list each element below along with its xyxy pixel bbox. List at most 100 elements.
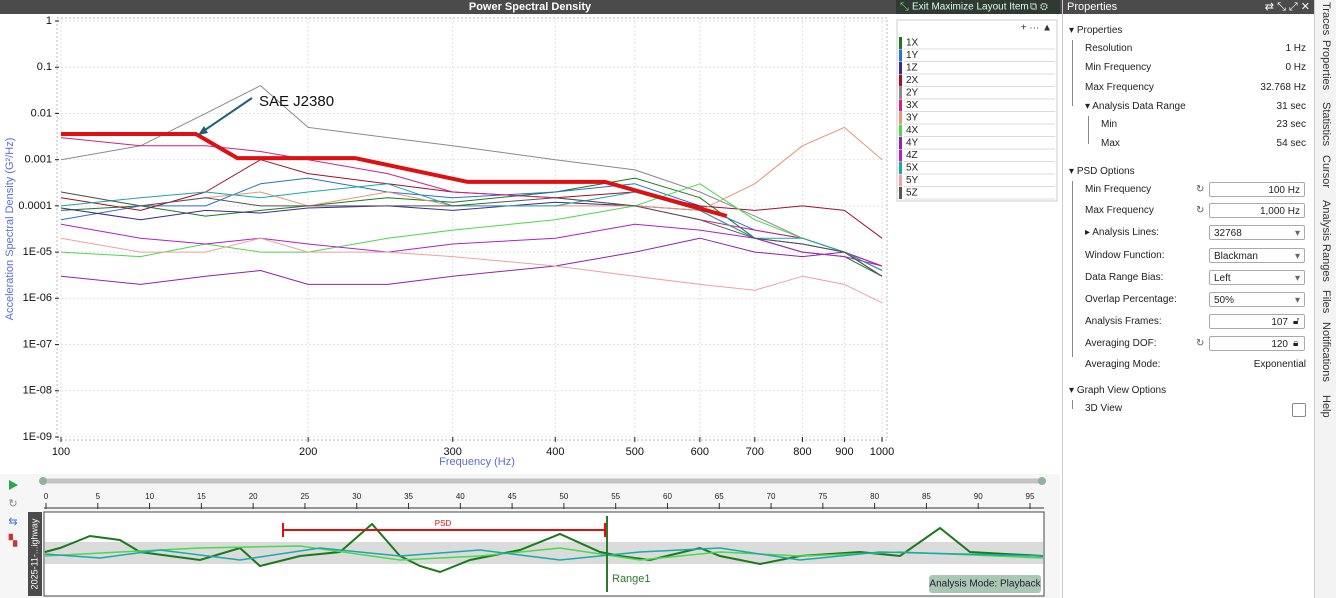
prop-label[interactable]: ▾ Analysis Data Range [1085, 101, 1186, 112]
time-tick-label: 35 [404, 492, 413, 501]
prop-row: Averaging Mode: Exponential [1063, 356, 1314, 374]
time-tick-label: 65 [715, 492, 724, 501]
section-heading[interactable]: ▾ Properties [1069, 25, 1123, 36]
prop-value: 23 sec [1276, 119, 1306, 130]
side-tab[interactable]: Files [1320, 290, 1332, 314]
prop-label: Overlap Percentage: [1085, 294, 1177, 305]
prop-input[interactable]: 1,000 Hz [1209, 203, 1305, 218]
x-tick-label: 100 [52, 446, 70, 458]
side-tab[interactable]: Notifications [1320, 322, 1332, 382]
prop-label: 3D View [1085, 403, 1123, 414]
section-heading[interactable]: ▾ PSD Options [1069, 166, 1135, 177]
trace [60, 237, 883, 304]
prop-label: Window Function: [1085, 250, 1165, 261]
y-tick-label: 1E-07 [23, 338, 52, 350]
time-tick-label: 70 [767, 492, 776, 501]
x-tick-label: 500 [626, 446, 644, 458]
section-title: Properties [1076, 25, 1123, 36]
play-button[interactable] [9, 480, 18, 490]
range-icon[interactable]: ▚ [8, 533, 18, 547]
reset-icon[interactable]: ↻ [1196, 338, 1205, 349]
prop-value: 54 sec [1276, 138, 1306, 149]
prop-row: Averaging DOF: ↻ 120 🔒︎ [1063, 335, 1314, 353]
window-icons[interactable]: ⧉ ⚙ [1030, 2, 1048, 13]
legend-label: 4X [906, 125, 919, 136]
properties-panel: Properties ⇄ ⤡ ⤢ ✕ ▾ Properties Resoluti… [1062, 0, 1314, 598]
side-tab[interactable]: Help [1320, 395, 1332, 418]
prop-label: Data Range Bias: [1085, 272, 1164, 283]
tree-line [1088, 116, 1089, 144]
legend-swatch [899, 74, 902, 87]
legend-toolbar[interactable]: + ··· ▲ [1021, 23, 1052, 34]
scrub-start[interactable] [39, 477, 47, 485]
reset-icon[interactable]: ↻ [1196, 205, 1205, 216]
time-tick-label: 5 [96, 492, 101, 501]
reference-line [61, 132, 728, 219]
prop-dropdown[interactable]: 32768 [1209, 225, 1305, 241]
time-tick-label: 40 [456, 492, 465, 501]
reset-icon[interactable]: ↻ [1196, 184, 1205, 195]
side-tab[interactable]: Cursor [1320, 155, 1332, 188]
prop-input[interactable]: 120 [1209, 336, 1305, 351]
prop-row: Min Frequency ↻ 100 Hz [1063, 181, 1314, 199]
side-tab[interactable]: Properties [1320, 40, 1332, 91]
y-tick-label: 0.001 [24, 154, 52, 166]
legend-label: 2X [906, 75, 919, 86]
loop-icon[interactable]: ↻ [8, 498, 17, 510]
legend-label: 4Y [906, 138, 919, 149]
side-tab[interactable]: Statistics [1320, 102, 1332, 147]
time-tick-label: 90 [974, 492, 983, 501]
lock-icon[interactable]: 🔒︎ [1293, 338, 1299, 349]
prop-value: 32.768 Hz [1260, 82, 1306, 93]
exit-button[interactable]: Exit Maximize Layout Item [912, 2, 1029, 13]
legend-swatch [899, 49, 902, 62]
scrub-end[interactable] [1038, 477, 1046, 485]
prop-dropdown[interactable]: 50% [1209, 292, 1305, 308]
title-bar [0, 0, 1062, 14]
sync-icon[interactable]: ⇆ [8, 516, 17, 528]
lock-icon[interactable]: 🔓︎ [1293, 316, 1300, 327]
prop-dropdown[interactable]: Blackman [1209, 248, 1305, 264]
prop-row: Min Frequency 0 Hz [1063, 59, 1314, 77]
time-tick-label: 30 [352, 492, 361, 501]
side-tab[interactable]: Analysis Ranges [1320, 200, 1332, 282]
prop-label: Min Frequency [1085, 62, 1152, 73]
prop-row: Resolution 1 Hz [1063, 40, 1314, 58]
section-heading[interactable]: ▾ Graph View Options [1069, 385, 1167, 396]
checkbox[interactable] [1292, 403, 1306, 417]
y-tick-label: 0.0001 [18, 200, 52, 212]
prop-label: Max [1101, 138, 1120, 149]
waveform [44, 545, 1044, 561]
tree-line [1072, 181, 1073, 357]
side-tab[interactable]: Traces [1320, 2, 1332, 36]
prop-value: Exponential [1253, 359, 1306, 370]
prop-label[interactable]: ▸ Analysis Lines: [1085, 227, 1159, 238]
tree-line [1072, 400, 1073, 409]
prop-label-text: Analysis Lines: [1092, 227, 1159, 238]
prop-dropdown[interactable]: Left [1209, 270, 1305, 286]
prop-input[interactable]: 100 Hz [1209, 182, 1305, 197]
y-tick-label: 1E-06 [23, 292, 52, 304]
prop-row: 3D View [1063, 400, 1314, 418]
panel-icons[interactable]: ⇄ ⤡ ⤢ ✕ [1264, 1, 1310, 13]
y-tick-label: 0.1 [37, 61, 52, 73]
x-tick-label: 700 [746, 446, 764, 458]
prop-row: Min 23 sec [1063, 116, 1314, 134]
annotation-arrow [201, 97, 253, 133]
prop-input[interactable]: 107 [1209, 314, 1305, 329]
x-tick-label: 400 [546, 446, 564, 458]
time-tick-label: 95 [1026, 492, 1035, 501]
x-tick-label: 1000 [870, 446, 894, 458]
legend-swatch [899, 62, 902, 74]
prop-row: Window Function: Blackman [1063, 247, 1314, 265]
legend-swatch [899, 124, 902, 137]
prop-label: Min [1101, 119, 1118, 130]
prop-label-text: Analysis Data Range [1092, 101, 1186, 112]
prop-value: 0 Hz [1285, 62, 1306, 73]
prop-label: Averaging Mode: [1085, 359, 1161, 370]
mode-label: Analysis Mode: Playback [929, 579, 1041, 590]
time-tick-label: 10 [145, 492, 154, 501]
exit-button-bg[interactable] [896, 0, 1060, 14]
